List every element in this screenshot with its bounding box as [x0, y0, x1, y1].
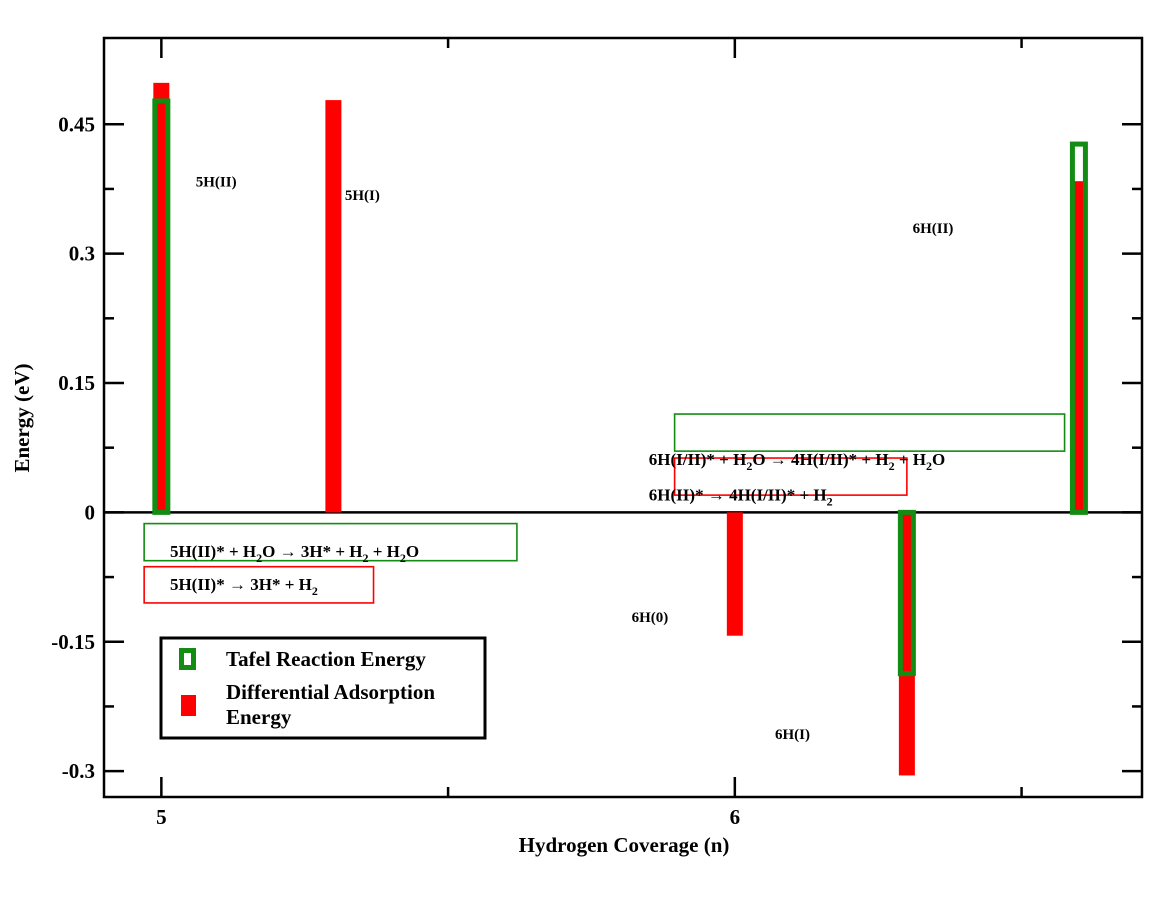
bar-differential-adsorption-energy-5_3	[325, 100, 342, 513]
bar-tafel-reaction-energy-5	[152, 98, 171, 515]
equation-text: 6H(II)* → 4H(I/II)* + H	[649, 485, 827, 504]
legend: Tafel Reaction Energy Differential Adsor…	[159, 636, 487, 740]
legend-swatch-tafel	[179, 648, 196, 670]
bars	[152, 82, 1088, 776]
x-tick-label: 5	[156, 805, 167, 829]
bar-label-6h-i: 6H(I)	[775, 727, 810, 743]
plot-frame-group	[102, 36, 1144, 799]
equation-text: + H	[368, 542, 399, 561]
bar-differential-adsorption-energy-6	[726, 512, 743, 636]
equation-text: O	[932, 450, 945, 469]
legend-label-tafel: Tafel Reaction Energy	[226, 647, 426, 671]
y-axis-title: Energy (eV)	[10, 363, 34, 472]
bar-label-5h-ii: 5H(II)	[196, 174, 237, 190]
equation-text: O	[406, 542, 419, 561]
box-5-tafel	[143, 522, 518, 562]
subscript: 2	[746, 459, 752, 473]
legend-label-dae-line1: Differential Adsorption	[226, 680, 435, 704]
equation-text: + H	[895, 450, 926, 469]
bar-label-6h-0: 6H(0)	[632, 610, 669, 626]
equation-text: 6H(I/II)* + H	[649, 450, 747, 469]
equation-text: O → 4H(I/II)* + H	[752, 450, 888, 469]
annotation-boxes	[143, 413, 1066, 604]
box-6-dae	[673, 457, 908, 496]
y-tick-label: 0.3	[69, 242, 95, 266]
ticks: -0.3 -0.15 0 0.15 0.3 0.45 5 6	[51, 38, 1142, 829]
subscript: 2	[926, 459, 932, 473]
equation-text: 5H(II)* → 3H* + H	[170, 575, 312, 594]
y-tick-label: 0	[85, 500, 96, 524]
plot-frame	[102, 36, 1144, 799]
legend-label-dae: Differential Adsorption Energy	[226, 680, 440, 729]
subscript: 2	[362, 551, 368, 565]
subscript: 2	[312, 584, 318, 598]
y-tick-label: 0.45	[58, 112, 95, 136]
subscript: 2	[889, 459, 895, 473]
box-5-dae	[143, 565, 375, 604]
subscript: 2	[400, 551, 406, 565]
x-axis-title: Hydrogen Coverage (n)	[519, 833, 730, 857]
bar-label-6h-ii: 6H(II)	[913, 221, 954, 237]
legend-box	[159, 636, 487, 740]
bar-tafel-reaction-energy-6_3	[897, 509, 916, 677]
y-tick-label: -0.3	[62, 759, 95, 783]
eq-6-tafel: 6H(I/II)* + H2O → 4H(I/II)* + H2 + H2O	[649, 450, 945, 473]
equation-text: O → 3H* + H	[262, 542, 362, 561]
subscript: 2	[827, 494, 833, 508]
bar-label-5h-i: 5H(I)	[345, 188, 380, 204]
y-tick-label: 0.15	[58, 371, 95, 395]
eq-5-dae: 5H(II)* → 3H* + H2	[170, 575, 318, 598]
box-6-tafel	[673, 413, 1066, 452]
x-tick-label: 6	[730, 805, 741, 829]
legend-swatch-dae	[181, 695, 196, 716]
eq-6-dae: 6H(II)* → 4H(I/II)* + H2	[649, 485, 833, 508]
bar-labels: 5H(II) 5H(I) 6H(0) 6H(I) 6H(II)	[196, 174, 954, 743]
y-tick-label: -0.15	[51, 630, 95, 654]
bar-tafel-reaction-energy-6_6	[1069, 141, 1088, 515]
subscript: 2	[256, 551, 262, 565]
eq-5-tafel: 5H(II)* + H2O → 3H* + H2 + H2O	[170, 542, 419, 565]
legend-label-dae-line2: Energy	[226, 705, 292, 729]
equation-text: 5H(II)* + H	[170, 542, 256, 561]
